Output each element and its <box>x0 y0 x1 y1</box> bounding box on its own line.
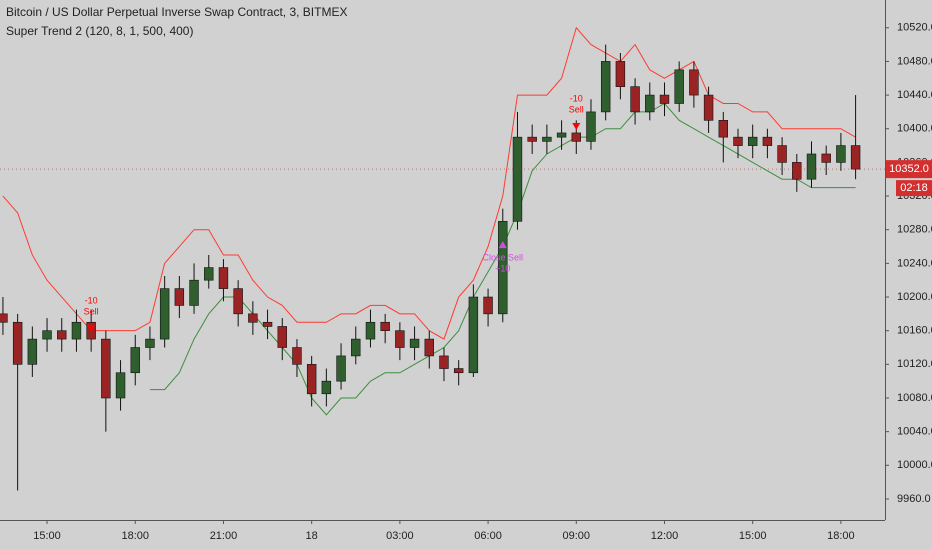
candle-body <box>262 321 273 327</box>
candle-body <box>439 355 449 369</box>
y-tick-label: 10520.0 <box>897 22 932 34</box>
x-tick-label: 15:00 <box>33 530 61 542</box>
x-tick-label: 18:00 <box>827 530 855 542</box>
candle-body <box>12 321 23 365</box>
candle-body <box>277 326 287 348</box>
candle-body <box>615 61 626 87</box>
candle-body <box>527 136 537 142</box>
candle-body <box>71 321 82 340</box>
candle-body <box>453 368 464 374</box>
signal-label: -10 <box>570 93 583 103</box>
candle-body <box>42 330 52 340</box>
signal-label: -10 <box>85 295 98 305</box>
candle-body <box>248 313 258 323</box>
x-tick-label: 03:00 <box>386 530 414 542</box>
price-badge-label: 10352.0 <box>889 163 929 175</box>
candle-body <box>218 267 229 289</box>
price-badge <box>886 160 932 179</box>
candle-body <box>777 145 787 163</box>
y-tick-label: 10040.0 <box>897 426 932 438</box>
y-tick-label: 10080.0 <box>897 392 932 404</box>
candle-body <box>130 347 140 374</box>
candle-body <box>395 330 405 348</box>
candle-body <box>762 136 773 146</box>
x-tick-label: 18 <box>306 530 318 542</box>
candle-body <box>409 338 420 348</box>
x-tick-label: 18:00 <box>121 530 149 542</box>
y-tick-label: 10480.0 <box>897 55 932 67</box>
y-tick-label: 9960.0 <box>897 493 931 505</box>
candle-body <box>733 136 743 146</box>
indicator-name: Super Trend 2 (120, 8, 1, 500, 400) <box>6 24 193 38</box>
y-tick-label: 10120.0 <box>897 358 932 370</box>
x-tick-label: 12:00 <box>651 530 679 542</box>
candle-body <box>0 313 8 323</box>
candle-body <box>204 267 214 281</box>
candle-body <box>556 132 567 138</box>
signal-label: Close Sell <box>483 252 524 262</box>
candle-body <box>571 132 581 142</box>
sell-arrow <box>87 324 96 332</box>
y-tick-label: 10160.0 <box>897 325 932 337</box>
y-tick-label: 10440.0 <box>897 89 932 101</box>
candle-body <box>630 86 640 113</box>
candle-body <box>233 288 243 315</box>
candle-body <box>115 372 126 399</box>
signal-label: +10 <box>495 263 510 273</box>
x-tick-label: 09:00 <box>563 530 591 542</box>
candle-body <box>542 136 552 142</box>
candle-body <box>498 220 508 315</box>
candle-body <box>792 162 802 180</box>
candle-body <box>806 153 817 180</box>
candle-body <box>689 69 699 96</box>
y-tick-label: 10200.0 <box>897 291 932 303</box>
candle-body <box>189 279 199 306</box>
countdown-badge <box>896 180 932 197</box>
countdown-label: 02:18 <box>900 182 928 194</box>
candle-body <box>27 338 38 365</box>
signal-label: Sell <box>84 306 99 316</box>
candle-body <box>718 120 728 138</box>
y-tick-label: 10400.0 <box>897 123 932 135</box>
candle-body <box>336 355 346 382</box>
sell-arrow <box>572 122 581 130</box>
candle-body <box>380 321 390 331</box>
candle-body <box>645 94 655 113</box>
candle-body <box>703 94 714 121</box>
candle-body <box>101 338 111 399</box>
candle-body <box>821 153 831 163</box>
candle-body <box>145 338 155 348</box>
candle-body <box>747 136 758 146</box>
x-tick-label: 06:00 <box>474 530 502 542</box>
signal-label: Sell <box>569 104 584 114</box>
y-tick-label: 10240.0 <box>897 257 932 269</box>
x-tick-label: 15:00 <box>739 530 767 542</box>
candle-body <box>600 61 611 113</box>
candle-body <box>292 347 302 365</box>
candle-body <box>586 111 596 142</box>
chart-title: Bitcoin / US Dollar Perpetual Inverse Sw… <box>6 5 347 19</box>
candle-body <box>174 288 185 306</box>
candle-body <box>159 288 170 340</box>
y-tick-label: 10000.0 <box>897 459 932 471</box>
candle-body <box>57 330 67 340</box>
close-arrow <box>498 241 507 249</box>
candle-body <box>365 321 376 340</box>
candle-body <box>351 338 361 357</box>
y-tick-label: 10280.0 <box>897 224 932 236</box>
candle-body <box>321 380 332 395</box>
candle-body <box>836 145 846 163</box>
candle-body <box>512 136 523 222</box>
candle-body <box>659 94 670 104</box>
candle-body <box>674 69 684 104</box>
candle-body <box>468 296 479 374</box>
candle-body <box>850 145 861 170</box>
x-tick-label: 21:00 <box>210 530 238 542</box>
candle-body <box>306 364 317 395</box>
candle-body <box>424 338 434 357</box>
candle-body <box>483 296 493 315</box>
